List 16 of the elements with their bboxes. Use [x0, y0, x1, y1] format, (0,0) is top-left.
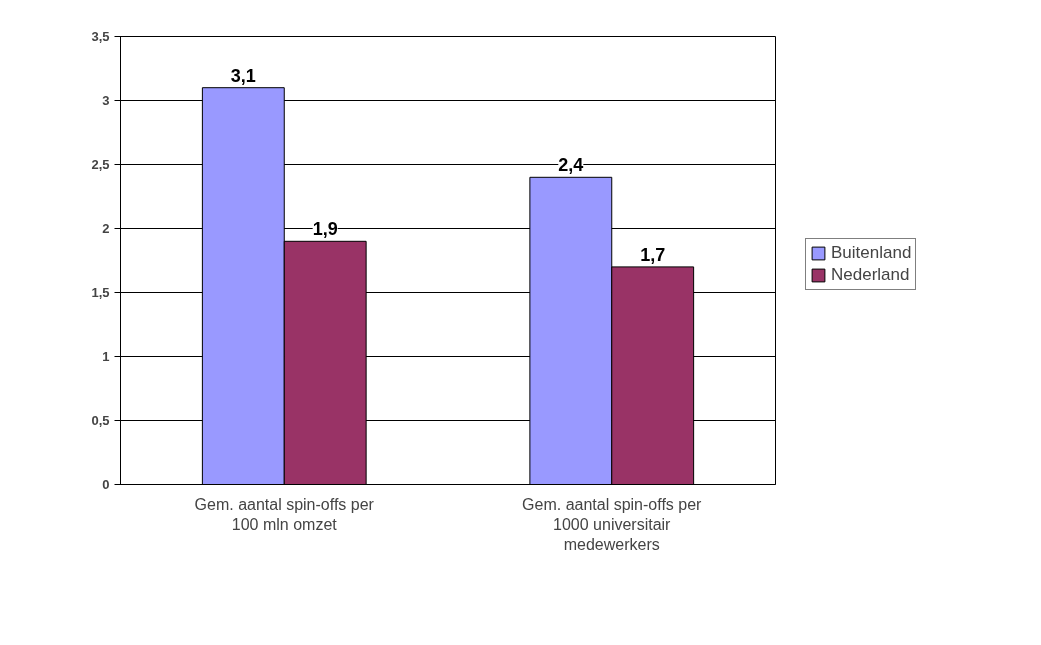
y-tick-label: 1: [102, 349, 110, 364]
x-tick-label: Gem. aantal spin-offs per 1000 universitair medewerkers: [522, 495, 703, 554]
y-tick-label: 2: [102, 221, 110, 236]
legend-label: Buitenland: [831, 243, 912, 263]
y-tick-label: 3: [102, 93, 110, 108]
data-label: 2,4: [558, 155, 584, 176]
legend-label: Nederland: [831, 265, 910, 285]
y-tick-label: 0: [102, 477, 110, 492]
data-label: 1,9: [312, 219, 338, 240]
y-tick-label: 0,5: [91, 413, 110, 428]
y-tick-label: 3,5: [91, 29, 110, 44]
data-label: 3,1: [230, 65, 256, 86]
y-tick-label: 2,5: [91, 157, 110, 172]
data-label: 1,7: [640, 244, 666, 265]
y-tick-label: 1,5: [91, 285, 110, 300]
x-tick-label: Gem. aantal spin-offs per 100 mln omzet: [194, 495, 375, 533]
